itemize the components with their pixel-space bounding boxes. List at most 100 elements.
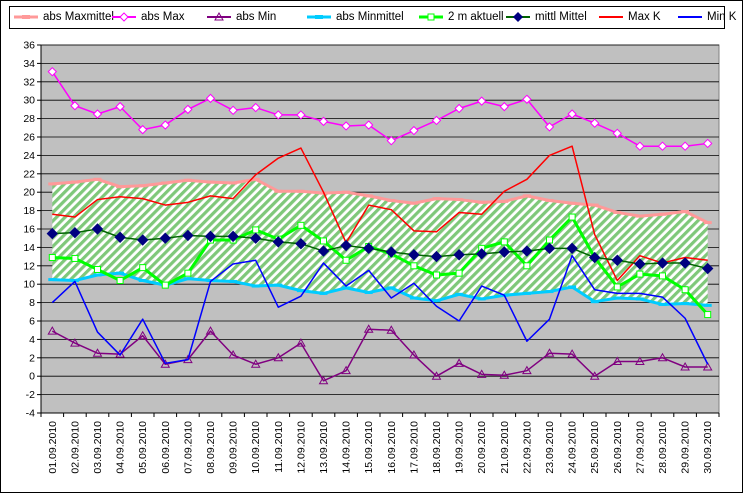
data-point-abs-min: [454, 358, 464, 367]
data-point-abs-min: [476, 369, 487, 378]
y-tick-label: 28: [23, 113, 35, 125]
y-tick-label: 34: [23, 58, 35, 70]
data-point-abs-max: [522, 94, 532, 104]
y-tick-label: 6: [29, 316, 35, 328]
series-max-k: [52, 145, 708, 282]
y-tick-label: 20: [23, 187, 35, 199]
data-point-mittl-mittel: [543, 242, 556, 255]
series-mittl-mittel: [46, 223, 714, 275]
data-point-mittl-mittel: [521, 245, 533, 257]
data-point-mittl-mittel: [340, 239, 352, 252]
x-tick-label: 21.09.2010: [499, 421, 511, 474]
data-point-2-m-aktuell: [320, 237, 327, 245]
data-point-mittl-mittel: [475, 248, 488, 260]
legend-swatch: [419, 13, 443, 21]
data-point-abs-max: [612, 128, 623, 139]
x-tick-label: 27.09.2010: [634, 421, 646, 474]
y-tick-label: 0: [29, 371, 35, 383]
x-tick-label: 14.09.2010: [341, 421, 353, 474]
data-point-abs-max: [273, 110, 284, 120]
series-line-max-k: [52, 145, 708, 282]
x-tick-label: 20.09.2010: [476, 421, 488, 474]
data-point-abs-max: [115, 101, 125, 112]
data-point-abs-min: [386, 325, 397, 334]
legend-swatch: [307, 15, 331, 19]
data-point-mittl-mittel: [430, 250, 443, 263]
data-point-mittl-mittel: [656, 257, 669, 269]
x-tick-label: 25.09.2010: [589, 421, 601, 474]
x-tick-label: 15.09.2010: [363, 421, 375, 474]
x-tick-label: 19.09.2010: [454, 421, 466, 474]
data-point-2-m-aktuell: [704, 311, 712, 319]
data-point-2-m-aktuell: [546, 236, 553, 244]
data-point-abs-max: [318, 116, 329, 127]
data-point-mittl-mittel: [249, 232, 262, 244]
legend-label: mittl Mittel: [535, 11, 587, 23]
x-tick-label: 24.09.2010: [567, 421, 579, 474]
data-point-abs-max: [454, 103, 464, 114]
y-tick-label: 14: [23, 242, 35, 254]
data-point-2-m-aktuell: [184, 269, 192, 277]
data-point-abs-max: [250, 102, 261, 113]
legend-item-abs-minmittel: abs Minmittel: [306, 9, 404, 25]
data-point-mittl-mittel: [204, 230, 217, 243]
x-tick-label: 01.09.2010: [47, 421, 59, 474]
legend-item-2-m-aktuell: 2 m aktuell: [418, 9, 504, 25]
data-point-mittl-mittel: [385, 246, 398, 258]
data-point-2-m-aktuell: [636, 270, 644, 278]
legend-item-abs-max: abs Max: [111, 9, 184, 25]
y-tick-label: 12: [23, 260, 35, 272]
data-point-abs-max: [635, 141, 645, 151]
legend-label: Min K: [707, 11, 737, 23]
x-tick-label: 04.09.2010: [115, 421, 127, 474]
data-point-abs-max: [228, 105, 238, 116]
data-point-abs-min: [363, 324, 374, 333]
legend-label: Max K: [628, 11, 661, 23]
data-point-abs-min: [431, 371, 442, 380]
data-point-mittl-mittel: [136, 234, 149, 246]
data-point-abs-max: [476, 96, 487, 106]
y-tick-label: 30: [23, 95, 35, 107]
x-tick-label: 10.09.2010: [250, 421, 262, 474]
data-point-abs-min: [228, 350, 238, 359]
data-point-abs-max: [341, 121, 351, 131]
data-point-abs-min: [680, 361, 690, 371]
data-point-mittl-mittel: [114, 231, 126, 243]
x-tick-label: 03.09.2010: [92, 421, 104, 474]
data-point-mittl-mittel: [69, 226, 81, 239]
data-point-abs-min: [273, 352, 284, 362]
x-tick-label: 26.09.2010: [612, 421, 624, 474]
series-abs-max: [47, 66, 713, 151]
data-point-mittl-mittel: [453, 249, 465, 261]
data-point-abs-min: [612, 356, 623, 365]
data-point-mittl-mittel: [159, 232, 172, 244]
x-tick-label: 29.09.2010: [680, 421, 692, 474]
data-point-abs-max: [137, 124, 148, 135]
data-point-2-m-aktuell: [116, 277, 124, 285]
data-point-abs-min: [657, 352, 668, 362]
data-point-abs-max: [205, 93, 216, 104]
legend-label: abs Maxmittel: [43, 11, 114, 23]
data-point-mittl-mittel: [679, 257, 691, 269]
series-abs-minmittel: [48, 271, 712, 307]
legend-swatch: [207, 11, 231, 21]
data-point-2-m-aktuell: [297, 221, 305, 229]
y-tick-label: 18: [23, 205, 35, 217]
x-tick-label: 23.09.2010: [544, 421, 556, 474]
data-point-mittl-mittel: [634, 258, 646, 270]
legend-item-min-k: Min K: [677, 9, 736, 25]
data-point-abs-min: [137, 330, 148, 340]
data-point-mittl-mittel: [408, 249, 420, 261]
x-tick-label: 08.09.2010: [205, 421, 217, 474]
x-tick-label: 17.09.2010: [408, 421, 420, 474]
series-abs-min: [47, 324, 713, 385]
data-point-abs-max: [160, 120, 171, 130]
data-point-abs-max: [70, 101, 80, 111]
data-point-abs-min: [47, 326, 58, 335]
data-point-2-m-aktuell: [613, 283, 621, 291]
data-point-abs-min: [589, 371, 600, 380]
series-line-min-k: [51, 254, 709, 365]
data-point-2-m-aktuell: [252, 226, 260, 234]
y-tick-label: 36: [23, 40, 35, 52]
